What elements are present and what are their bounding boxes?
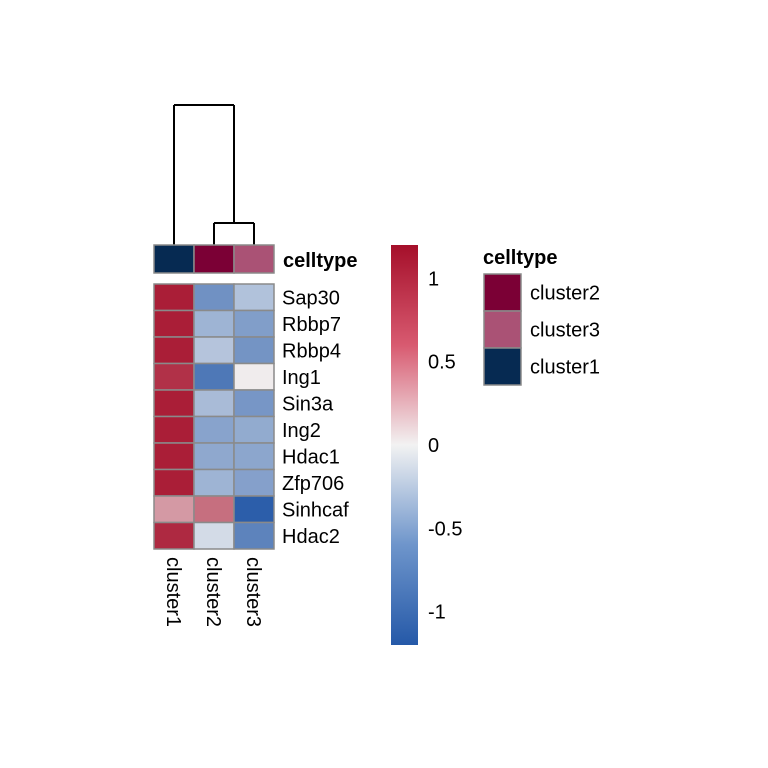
color-scale-bar: [391, 245, 418, 645]
row-label: Hdac2: [282, 526, 340, 548]
color-scale-tick-label: 1: [428, 268, 439, 290]
heatmap-cell: [153, 309, 195, 338]
row-label: Zfp706: [282, 473, 344, 495]
heatmap-cell: [233, 389, 275, 418]
heatmap-cell: [153, 283, 195, 312]
heatmap-cell: [233, 283, 275, 312]
celltype-legend-title: celltype: [483, 247, 557, 269]
color-scale-tick-label: 0.5: [428, 352, 456, 374]
row-label: Ing2: [282, 420, 321, 442]
heatmap-cell: [193, 309, 235, 338]
annotation-cell: [193, 244, 235, 274]
row-label: Sin3a: [282, 393, 334, 415]
column-labels: cluster1 cluster2 cluster3: [162, 557, 264, 627]
row-label: Sap30: [282, 287, 340, 309]
legend-label: cluster2: [530, 283, 600, 305]
annotation-title: celltype: [283, 250, 357, 272]
row-label: Ing1: [282, 367, 321, 389]
heatmap-cell: [193, 362, 235, 391]
heatmap-cell: [233, 468, 275, 497]
color-scale-tick-label: -1: [428, 602, 446, 624]
column-label: cluster3: [242, 557, 264, 627]
legend-swatch: [483, 273, 522, 312]
heatmap-cell: [193, 495, 235, 524]
heatmap-cell: [153, 521, 195, 550]
column-label: cluster2: [202, 557, 224, 627]
legend-swatch: [483, 310, 522, 349]
color-scale-legend: 1 0.5 0 -0.5 -1: [391, 245, 462, 645]
row-label: Sinhcaf: [282, 499, 349, 521]
heatmap-cell: [233, 362, 275, 391]
heatmap-cell: [153, 415, 195, 444]
heatmap-cell: [233, 336, 275, 365]
heatmap-cell: [233, 442, 275, 471]
row-label: Rbbp7: [282, 314, 341, 336]
column-label: cluster1: [162, 557, 184, 627]
row-label: Rbbp4: [282, 340, 341, 362]
heatmap-cell: [193, 283, 235, 312]
legend-label: cluster3: [530, 320, 600, 342]
color-scale-tick-label: -0.5: [428, 518, 462, 540]
heatmap-cell: [153, 468, 195, 497]
celltype-annotation-bar: [153, 244, 275, 274]
annotation-cell: [233, 244, 275, 274]
heatmap-cell: [193, 442, 235, 471]
celltype-legend-items: cluster2 cluster3 cluster1: [483, 273, 600, 386]
heatmap-cell: [153, 442, 195, 471]
heatmap-cell: [233, 415, 275, 444]
heatmap-cells: [153, 283, 275, 550]
heatmap-cell: [153, 336, 195, 365]
annotation-cell: [153, 244, 195, 274]
heatmap-cell: [233, 495, 275, 524]
heatmap-cell: [193, 521, 235, 550]
heatmap-cell: [193, 415, 235, 444]
heatmap-cell: [153, 389, 195, 418]
heatmap-cell: [153, 362, 195, 391]
row-labels: Sap30 Rbbp7 Rbbp4 Ing1 Sin3a Ing2 Hdac1 Zfp706 S…: [282, 287, 349, 548]
column-dendrogram: [173, 104, 255, 245]
heatmap-cell: [153, 495, 195, 524]
heatmap-cell: [193, 336, 235, 365]
heatmap-cell: [193, 389, 235, 418]
heatmap-cell: [233, 309, 275, 338]
heatmap-cell: [233, 521, 275, 550]
legend-label: cluster1: [530, 357, 600, 379]
legend-swatch: [483, 347, 522, 386]
color-scale-tick-label: 0: [428, 435, 439, 457]
row-label: Hdac1: [282, 446, 340, 468]
heatmap-cell: [193, 468, 235, 497]
